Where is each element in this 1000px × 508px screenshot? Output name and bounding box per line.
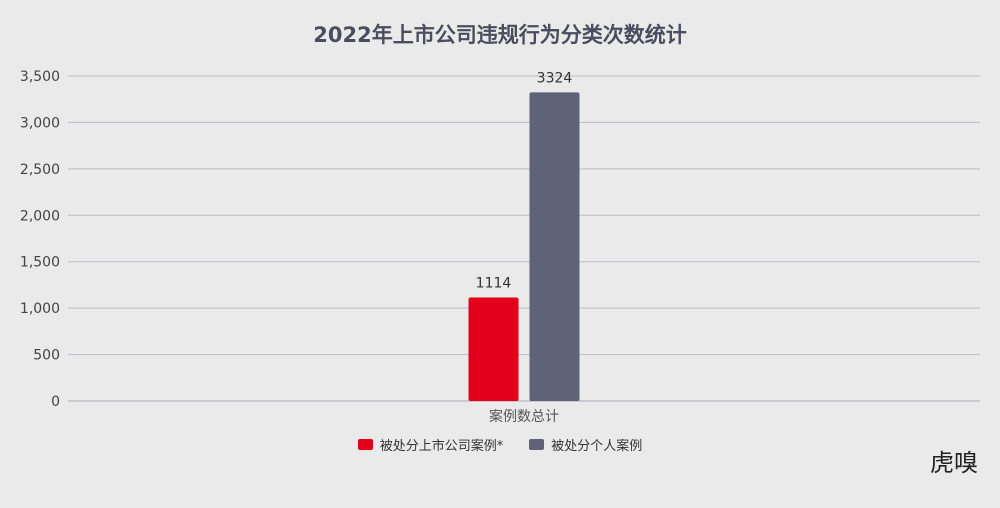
bar[interactable] xyxy=(529,92,580,401)
bars xyxy=(468,92,580,401)
legend-swatch-individual xyxy=(529,439,545,450)
logo-text: 虎嗅 xyxy=(930,449,978,477)
y-tick-label: 2,500 xyxy=(20,162,60,178)
legend-item-individual[interactable]: 被处分个人案例 xyxy=(529,435,642,454)
legend-label-individual: 被处分个人案例 xyxy=(551,439,643,454)
x-axis-tick-labels: 案例数总计 xyxy=(489,408,559,425)
legend: 被处分上市公司案例* 被处分个人案例 xyxy=(0,435,1000,454)
huxiu-logo: 虎嗅 xyxy=(930,443,978,478)
y-tick-label: 1,500 xyxy=(20,255,60,271)
y-tick-label: 500 xyxy=(33,348,60,364)
y-tick-label: 3,500 xyxy=(20,69,60,85)
x-tick-label: 案例数总计 xyxy=(489,408,559,425)
legend-swatch-company xyxy=(357,439,373,450)
grid-lines xyxy=(68,75,980,402)
legend-label-company: 被处分上市公司案例* xyxy=(379,439,504,454)
bar[interactable] xyxy=(468,297,519,401)
y-tick-label: 3,000 xyxy=(20,115,60,131)
data-label: 3324 xyxy=(537,70,573,86)
legend-item-company[interactable]: 被处分上市公司案例* xyxy=(357,435,504,454)
chart-title: 2022年上市公司违规行为分类次数统计 xyxy=(313,23,686,47)
data-label: 1114 xyxy=(476,276,512,292)
data-labels: 1114 3324 xyxy=(476,70,573,291)
y-tick-label: 1,000 xyxy=(20,301,60,317)
y-tick-label: 2,000 xyxy=(20,208,60,224)
y-axis-tick-labels: 0 500 1,000 1,500 2,000 2,500 3,000 3,500 xyxy=(20,69,60,410)
y-tick-label: 0 xyxy=(51,394,60,410)
